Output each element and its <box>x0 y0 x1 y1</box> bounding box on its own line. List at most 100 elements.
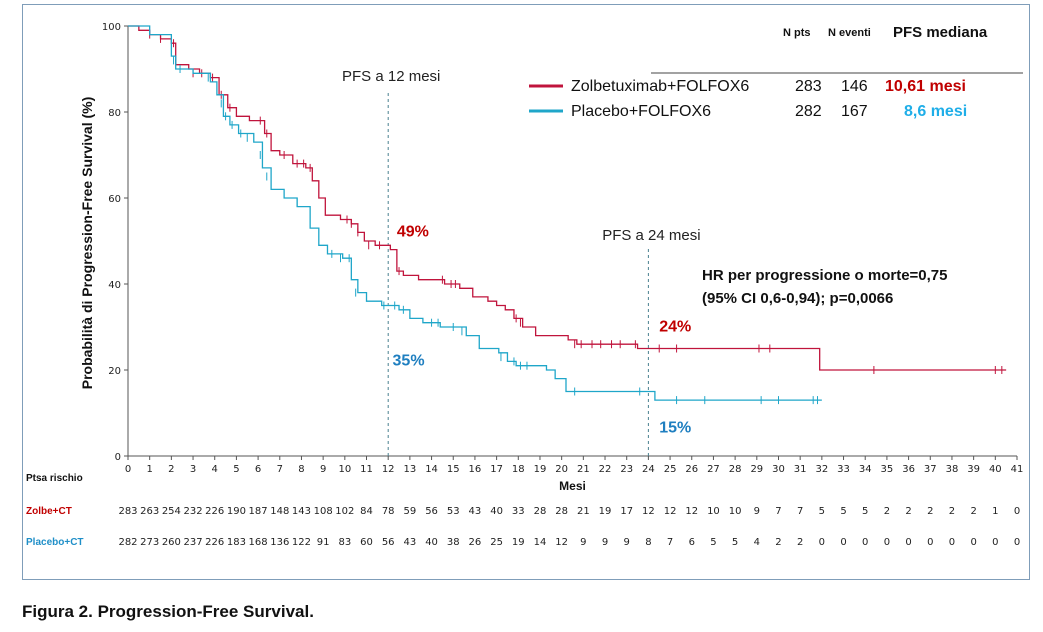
risk-cell: 187 <box>249 506 268 517</box>
risk-cell: 0 <box>927 537 933 548</box>
risk-cell: 2 <box>927 506 933 517</box>
x-tick-label: 12 <box>382 464 395 475</box>
x-tick-label: 29 <box>750 464 763 475</box>
risk-cell: 1 <box>992 506 998 517</box>
percent-annotation: 24% <box>659 318 691 335</box>
hr-text-line2: (95% CI 0,6-0,94); p=0,0066 <box>702 290 893 307</box>
x-tick-label: 35 <box>881 464 894 475</box>
risk-cell: 282 <box>118 537 137 548</box>
x-tick-label: 26 <box>685 464 698 475</box>
x-tick-label: 13 <box>404 464 417 475</box>
risk-cell: 59 <box>404 506 417 517</box>
legend-median: 8,6 mesi <box>904 103 967 120</box>
risk-cell: 226 <box>205 537 224 548</box>
risk-cell: 2 <box>970 506 976 517</box>
risk-cell: 168 <box>249 537 268 548</box>
risk-cell: 83 <box>338 537 351 548</box>
x-tick-label: 33 <box>837 464 850 475</box>
risk-cell: 283 <box>118 506 137 517</box>
risk-cell: 136 <box>270 537 289 548</box>
risk-cell: 0 <box>949 537 955 548</box>
risk-cell: 56 <box>382 537 395 548</box>
x-tick-label: 10 <box>338 464 351 475</box>
x-tick-label: 31 <box>794 464 807 475</box>
risk-cell: 91 <box>317 537 330 548</box>
risk-cell: 0 <box>905 537 911 548</box>
risk-cell: 143 <box>292 506 311 517</box>
risk-cell: 5 <box>840 506 846 517</box>
x-tick-label: 14 <box>425 464 438 475</box>
risk-cell: 28 <box>534 506 547 517</box>
risk-cell: 0 <box>1014 537 1020 548</box>
legend-header-median: PFS mediana <box>893 24 988 41</box>
risk-cell: 60 <box>360 537 373 548</box>
figure-caption: Figura 2. Progression-Free Survival. <box>22 602 314 621</box>
risk-cell: 2 <box>884 506 890 517</box>
x-tick-label: 28 <box>729 464 742 475</box>
risk-cell: 10 <box>729 506 742 517</box>
legend-median: 10,61 mesi <box>885 78 966 95</box>
risk-cell: 190 <box>227 506 246 517</box>
risk-cell: 260 <box>162 537 181 548</box>
legend-series-name: Placebo+FOLFOX6 <box>571 103 711 120</box>
risk-cell: 43 <box>404 537 417 548</box>
x-tick-label: 40 <box>989 464 1002 475</box>
risk-cell: 122 <box>292 537 311 548</box>
legend-header-npts: N pts <box>783 27 811 39</box>
y-tick-label: 40 <box>108 280 121 291</box>
x-tick-label: 4 <box>212 464 218 475</box>
x-axis-title: Mesi <box>559 479 586 493</box>
reference-line-label: PFS a 12 mesi <box>342 68 440 85</box>
risk-cell: 53 <box>447 506 460 517</box>
x-tick-label: 1 <box>146 464 152 475</box>
risk-cell: 25 <box>490 537 503 548</box>
reference-line-label: PFS a 24 mesi <box>602 227 700 244</box>
x-tick-label: 17 <box>490 464 503 475</box>
risk-cell: 9 <box>624 537 630 548</box>
y-tick-label: 100 <box>102 22 121 33</box>
x-tick-label: 25 <box>664 464 677 475</box>
percent-annotation: 49% <box>397 224 429 241</box>
x-tick-label: 21 <box>577 464 590 475</box>
legend-npts: 282 <box>795 103 822 120</box>
x-tick-label: 7 <box>277 464 283 475</box>
risk-cell: 19 <box>599 506 612 517</box>
x-tick-label: 11 <box>360 464 373 475</box>
risk-cell: 232 <box>184 506 203 517</box>
risk-cell: 0 <box>970 537 976 548</box>
x-tick-label: 32 <box>815 464 828 475</box>
risk-cell: 5 <box>862 506 868 517</box>
risk-cell: 148 <box>270 506 289 517</box>
risk-cell: 12 <box>664 506 677 517</box>
risk-cell: 17 <box>620 506 633 517</box>
risk-cell: 8 <box>645 537 651 548</box>
y-tick-label: 20 <box>108 366 121 377</box>
risk-cell: 237 <box>184 537 203 548</box>
risk-cell: 56 <box>425 506 438 517</box>
risk-row-label: Placebo+CT <box>26 537 84 548</box>
x-tick-label: 38 <box>946 464 959 475</box>
x-tick-label: 23 <box>620 464 633 475</box>
percent-annotation: 15% <box>659 419 691 436</box>
x-tick-label: 34 <box>859 464 872 475</box>
risk-table-title: Ptsa rischio <box>26 473 83 484</box>
risk-cell: 40 <box>490 506 503 517</box>
risk-cell: 78 <box>382 506 395 517</box>
x-tick-label: 8 <box>298 464 304 475</box>
y-tick-label: 0 <box>115 452 121 463</box>
risk-cell: 6 <box>689 537 695 548</box>
risk-cell: 7 <box>775 506 781 517</box>
risk-cell: 102 <box>335 506 354 517</box>
risk-cell: 0 <box>992 537 998 548</box>
risk-cell: 263 <box>140 506 159 517</box>
risk-cell: 0 <box>884 537 890 548</box>
risk-cell: 183 <box>227 537 246 548</box>
risk-cell: 5 <box>732 537 738 548</box>
risk-cell: 0 <box>840 537 846 548</box>
risk-cell: 0 <box>819 537 825 548</box>
y-tick-label: 80 <box>108 108 121 119</box>
risk-cell: 7 <box>797 506 803 517</box>
x-tick-label: 36 <box>902 464 915 475</box>
risk-cell: 9 <box>754 506 760 517</box>
